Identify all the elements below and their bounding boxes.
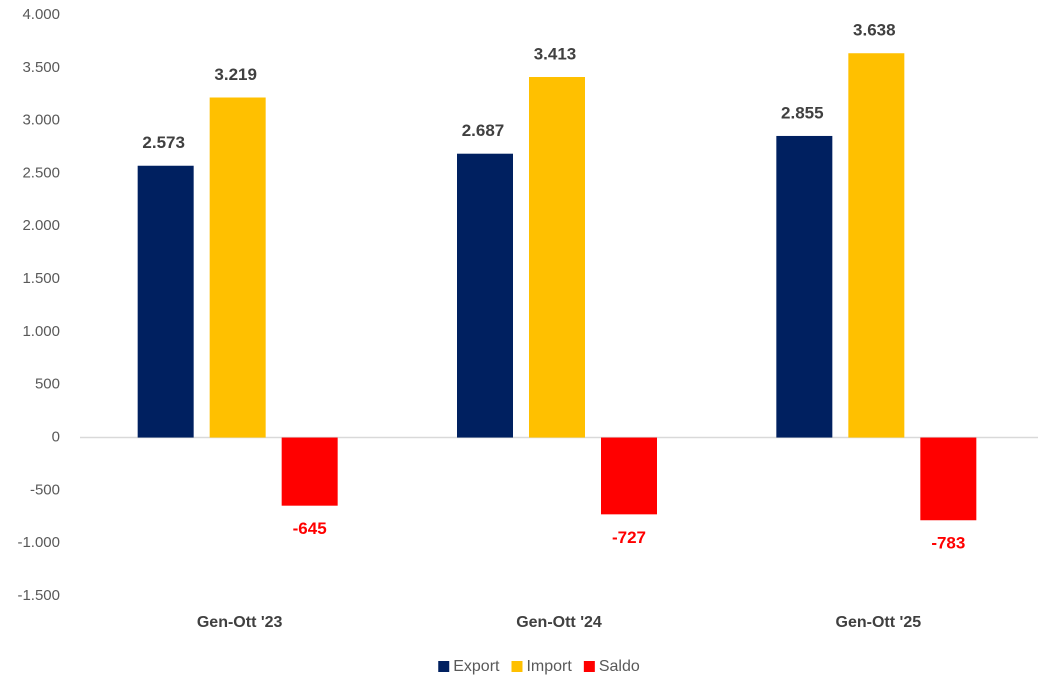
data-label: 2.855 [781, 103, 824, 122]
x-tick-label: Gen-Ott '25 [836, 614, 922, 631]
bar [529, 77, 585, 438]
y-tick-label: 2.500 [22, 164, 60, 181]
y-tick-label: 1.000 [22, 323, 60, 340]
legend-swatch [583, 661, 595, 672]
bar [209, 97, 266, 438]
x-tick-label: Gen-Ott '24 [516, 614, 602, 631]
legend-swatch [438, 661, 450, 672]
y-tick-label: -500 [30, 481, 60, 498]
y-tick-label: 3.500 [22, 59, 60, 76]
y-tick-label: 1.500 [22, 270, 60, 287]
y-tick-label: 0 [52, 429, 60, 446]
y-tick-label: 2.000 [22, 217, 60, 234]
data-label: -645 [293, 519, 327, 538]
data-label: 3.413 [534, 44, 577, 63]
data-label: -727 [612, 528, 646, 547]
legend-label: Saldo [599, 658, 640, 675]
y-tick-label: -1.500 [17, 587, 60, 604]
y-tick-label: -1.000 [17, 534, 60, 551]
bar [457, 153, 513, 438]
bar [281, 437, 338, 506]
bar [137, 165, 194, 438]
y-tick-label: 500 [35, 376, 60, 393]
data-label: 3.219 [214, 65, 257, 84]
x-tick-label: Gen-Ott '23 [197, 614, 283, 631]
legend-swatch [511, 661, 523, 672]
bar [920, 437, 977, 521]
bar [848, 53, 905, 438]
data-label: -783 [931, 534, 965, 553]
data-label: 3.638 [853, 21, 896, 40]
bar [601, 437, 657, 515]
data-label: 2.687 [462, 121, 505, 140]
y-tick-label: 4.000 [22, 6, 60, 23]
bar [776, 135, 833, 438]
y-tick-label: 3.000 [22, 112, 60, 129]
legend-label: Import [526, 658, 572, 675]
legend-label: Export [453, 658, 500, 675]
data-label: 2.573 [142, 133, 185, 152]
